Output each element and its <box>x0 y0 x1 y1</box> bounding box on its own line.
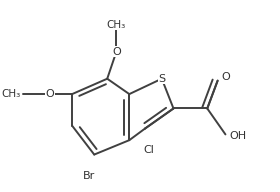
Text: Br: Br <box>83 171 95 181</box>
Text: OH: OH <box>229 131 246 141</box>
Text: Cl: Cl <box>143 145 154 155</box>
Text: O: O <box>46 89 54 99</box>
Text: O: O <box>221 72 230 82</box>
Text: O: O <box>112 47 121 57</box>
Text: S: S <box>158 74 165 84</box>
Text: CH₃: CH₃ <box>1 89 20 99</box>
Text: CH₃: CH₃ <box>107 20 126 30</box>
